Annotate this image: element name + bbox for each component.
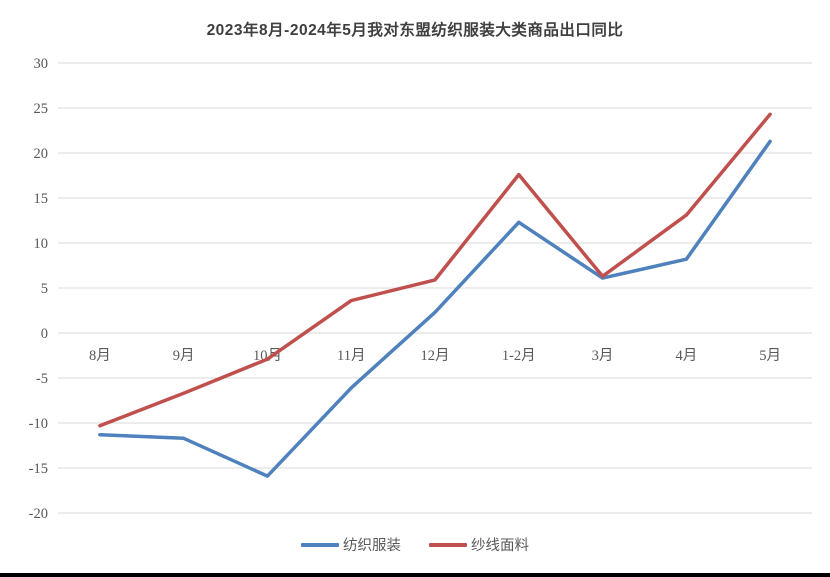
x-axis-category-label: 9月 [173, 348, 195, 364]
chart-legend: 纺织服装 纱线面料 [0, 534, 830, 555]
legend-label: 纱线面料 [471, 538, 529, 554]
y-axis-tick-label: 30 [34, 56, 49, 72]
y-axis-tick-label: 15 [34, 191, 49, 207]
chart-title: 2023年8月-2024年5月我对东盟纺织服装大类商品出口同比 [206, 22, 624, 39]
series-line-纺织服装 [98, 139, 772, 478]
legend-label: 纺织服装 [343, 538, 401, 554]
y-axis-tick-label: -15 [29, 461, 48, 477]
x-axis-category-label: 12月 [421, 348, 450, 364]
y-axis-tick-label: 20 [34, 146, 49, 162]
y-axis-tick-label: 10 [34, 236, 49, 252]
x-axis-category-label: 8月 [89, 348, 111, 364]
x-axis-category-label: 1-2月 [502, 348, 536, 364]
x-axis-category-label: 3月 [592, 348, 614, 364]
y-axis-tick-label: 25 [34, 101, 49, 117]
y-axis-tick-label: -20 [29, 506, 48, 522]
bottom-divider [0, 573, 830, 577]
x-axis-category-label: 4月 [675, 348, 697, 364]
series-line-纱线面料 [98, 112, 772, 428]
legend-line-swatch [429, 542, 467, 547]
legend-line-swatch [301, 542, 339, 547]
y-axis-tick-label: 0 [41, 326, 48, 342]
y-axis-tick-label: 5 [41, 281, 48, 297]
legend-item: 纱线面料 [429, 534, 529, 555]
y-axis-tick-label: -10 [29, 416, 48, 432]
x-axis-category-label: 5月 [759, 348, 781, 364]
y-axis-tick-label: -5 [36, 371, 48, 387]
x-axis-category-label: 11月 [337, 348, 365, 364]
legend-item: 纺织服装 [301, 534, 401, 555]
